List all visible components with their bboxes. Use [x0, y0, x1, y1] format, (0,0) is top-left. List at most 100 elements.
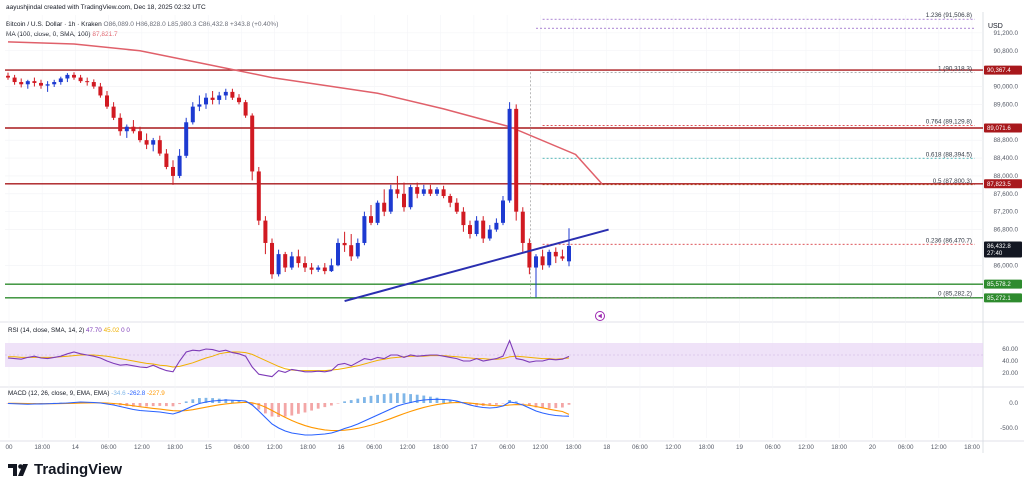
- y-tick-label: 87,600.0: [993, 191, 1018, 198]
- macd-tick-label: 0.0: [1009, 400, 1018, 407]
- rsi-legend[interactable]: RSI (14, close, SMA, 14, 2) 47.70 45.02 …: [8, 327, 130, 334]
- macd-histogram-bar: [409, 394, 412, 403]
- candle-body: [45, 84, 50, 86]
- rsi-ma-value: 45.02: [103, 327, 120, 334]
- candle-body: [355, 242, 360, 257]
- candle-body: [124, 126, 129, 132]
- x-tick-label: 18:00: [831, 444, 847, 451]
- support-price-tag: 85,272.1: [987, 295, 1011, 302]
- macd-histogram-bar: [514, 401, 518, 403]
- macd-histogram-bar: [6, 403, 10, 404]
- price-tags: 90,367.4 89,071.6 87,823.5 85,578.2 85,272.1…: [984, 65, 1022, 303]
- candle-body: [303, 263, 307, 268]
- macd-histogram-bar: [191, 399, 195, 403]
- candle-body: [441, 189, 446, 197]
- candle-body: [138, 131, 142, 141]
- macd-histogram-bar: [198, 398, 201, 403]
- macd-histogram-bar: [422, 395, 426, 403]
- last-price-tag: 86,432.8: [987, 243, 1011, 250]
- x-tick-label: 19: [736, 444, 744, 451]
- moving-average: [7, 41, 603, 185]
- candle-body: [501, 200, 505, 223]
- macd-pane: [6, 392, 571, 436]
- candle-body: [65, 74, 70, 79]
- macd-histogram-bar: [369, 395, 373, 403]
- macd-histogram-bar: [468, 403, 472, 405]
- candle-body: [329, 265, 334, 272]
- candle-body: [223, 91, 228, 96]
- candle-body: [362, 216, 367, 243]
- support-price-tag-bg: [984, 293, 1022, 303]
- last-price-tag-bg: [984, 241, 1022, 258]
- candle-body: [32, 81, 37, 83]
- macd-line: [7, 398, 570, 436]
- candle-body: [540, 256, 545, 266]
- support-price-tag: 85,578.2: [987, 281, 1011, 288]
- candle-body: [164, 153, 169, 167]
- candle-body: [98, 86, 103, 96]
- macd-histogram-bar: [277, 403, 280, 417]
- macd-histogram-bar: [349, 400, 353, 403]
- macd-histogram-bar: [363, 397, 366, 403]
- y-tick-label: 88,800.0: [993, 137, 1018, 144]
- macd-histogram-bar: [343, 401, 346, 403]
- candle-body: [250, 115, 255, 172]
- candle-body: [217, 95, 222, 100]
- x-tick-label: 18:00: [300, 444, 316, 451]
- candles: [6, 72, 571, 298]
- macd-histogram-bar: [290, 403, 294, 416]
- macd-histogram-bar: [442, 398, 445, 403]
- x-tick-label: 12:00: [134, 444, 150, 451]
- macd-label: MACD (12, 26, close, 9, EMA, EMA): [8, 390, 110, 397]
- x-tick-label: 12:00: [267, 444, 283, 451]
- rsi-line: [7, 339, 570, 378]
- candle-body: [91, 82, 96, 87]
- candle-body: [461, 211, 466, 226]
- candle-body: [270, 242, 274, 275]
- macd-legend[interactable]: MACD (12, 26, close, 9, EMA, EMA) -34.6 …: [8, 390, 165, 397]
- macd-histogram-bar: [396, 392, 399, 403]
- macd-histogram-bar: [435, 397, 439, 403]
- ma-legend[interactable]: MA (100, close, 0, SMA, 100) 87,821.7: [6, 31, 118, 38]
- macd-histogram-bar: [158, 403, 162, 406]
- x-tick-label: 06:00: [632, 444, 648, 451]
- candle-body: [468, 225, 472, 235]
- x-tick-label: 18:00: [566, 444, 582, 451]
- candle-body: [58, 78, 63, 83]
- macd-histogram-bar: [448, 400, 452, 403]
- candle-body: [567, 245, 571, 262]
- x-tick-label: 06:00: [898, 444, 914, 451]
- macd-line-value: -262.8: [127, 390, 146, 397]
- resistance-price-tag-bg: [984, 65, 1022, 75]
- fib-retracement: 1.236 (91,506.8) 1 (90,318.3) 0.764 (89,12…: [530, 12, 975, 298]
- candle-body: [243, 102, 248, 116]
- candle-body: [507, 108, 512, 201]
- candle-body: [85, 81, 90, 83]
- candle-body: [322, 267, 327, 272]
- y-tick-label: 90,000.0: [993, 84, 1018, 91]
- candle-body: [309, 267, 314, 270]
- resistance-price-tag: 87,823.5: [987, 181, 1011, 188]
- candle-body: [151, 140, 156, 145]
- candle-body: [6, 75, 10, 78]
- candle-body: [256, 171, 261, 221]
- macd-histogram-bar: [145, 403, 148, 407]
- macd-histogram-bar: [151, 403, 155, 407]
- support-trendline: [344, 228, 609, 303]
- macd-hist-value: -34.6: [111, 390, 126, 397]
- symbol-name[interactable]: Bitcoin / U.S. Dollar · 1h · Kraken: [6, 21, 102, 28]
- macd-histogram-bar: [297, 403, 300, 414]
- candle-body: [204, 97, 208, 105]
- candle-body: [118, 117, 123, 132]
- currency-label: USD: [988, 23, 1003, 30]
- replay-icon[interactable]: [595, 311, 605, 321]
- tradingview-logo-icon: [8, 463, 28, 476]
- candle-body: [25, 81, 30, 85]
- support-price-tag-bg: [984, 279, 1022, 289]
- candle-body: [481, 220, 486, 239]
- ma-value: 87,821.7: [92, 31, 118, 38]
- y-tick-label: 88,000.0: [993, 173, 1018, 180]
- candle-body: [547, 251, 552, 266]
- fib-level-label: 1.236 (91,506.8): [926, 12, 972, 19]
